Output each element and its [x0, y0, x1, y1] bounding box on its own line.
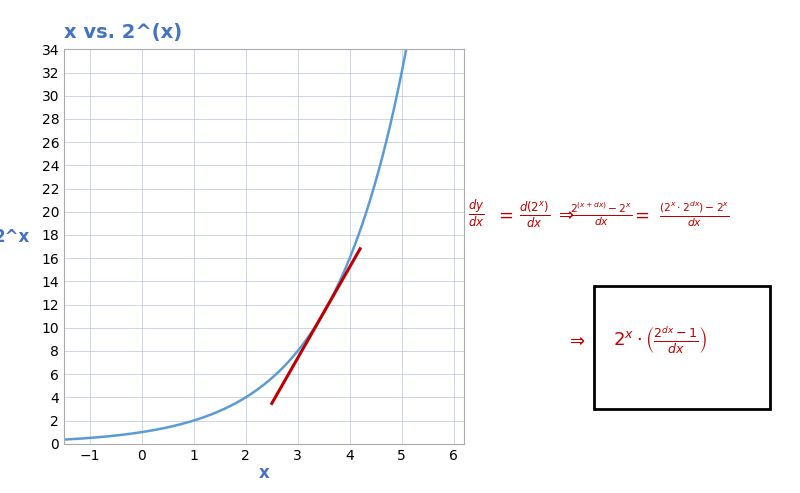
Text: x vs. 2^(x): x vs. 2^(x) — [64, 23, 182, 42]
Text: $2^{x} \cdot \left(\frac{2^{dx}-1}{dx}\right)$: $2^{x} \cdot \left(\frac{2^{dx}-1}{dx}\r… — [613, 324, 707, 356]
Text: $\frac{dy}{dx}$: $\frac{dy}{dx}$ — [468, 199, 484, 230]
Text: $=$: $=$ — [630, 206, 650, 223]
Text: $\frac{d(2^x)}{dx}$: $\frac{d(2^x)}{dx}$ — [519, 199, 550, 230]
Text: $=$: $=$ — [494, 206, 514, 223]
Y-axis label: 2^x: 2^x — [0, 228, 30, 246]
X-axis label: x: x — [258, 464, 270, 482]
Text: $\frac{2^{(x+dx)}-2^{x}}{dx}$: $\frac{2^{(x+dx)}-2^{x}}{dx}$ — [570, 201, 633, 228]
Text: $\frac{(2^{x} \cdot 2^{dx})-2^{x}}{dx}$: $\frac{(2^{x} \cdot 2^{dx})-2^{x}}{dx}$ — [659, 200, 730, 229]
Text: $\Rightarrow$: $\Rightarrow$ — [566, 331, 586, 349]
Text: $\Rightarrow$: $\Rightarrow$ — [555, 206, 574, 223]
